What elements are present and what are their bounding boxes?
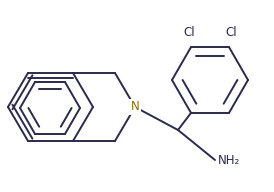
Text: Cl: Cl: [225, 26, 237, 39]
Text: N: N: [131, 100, 139, 113]
Text: NH₂: NH₂: [218, 153, 240, 166]
Text: Cl: Cl: [183, 26, 195, 39]
